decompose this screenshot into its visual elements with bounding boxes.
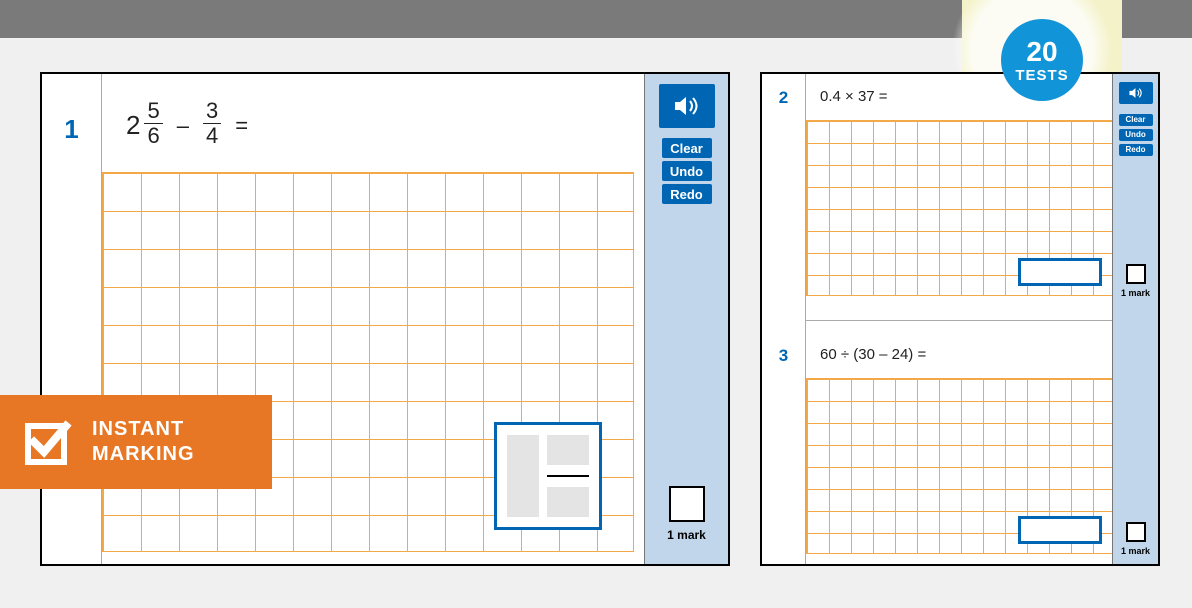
- right-main-column: 0.4 × 37 = 60 ÷ (30 – 24) =: [806, 74, 1112, 564]
- q2-audio-button[interactable]: [1119, 82, 1153, 104]
- q3-mark-box: [1126, 522, 1146, 542]
- redo-button[interactable]: Redo: [662, 184, 712, 204]
- question-panel-2-3: 2 3 0.4 × 37 = 60 ÷ (30 – 24) = Clear Un…: [760, 72, 1160, 566]
- q2-mark-box: [1126, 264, 1146, 284]
- q2-undo-button[interactable]: Undo: [1119, 129, 1153, 141]
- q3-mark-label: 1 mark: [1113, 546, 1158, 556]
- q3-answer-box[interactable]: [1018, 516, 1102, 544]
- q1-mark-label: 1 mark: [645, 528, 728, 542]
- q3-number: 3: [762, 346, 805, 366]
- q1-control-column: Clear Undo Redo 1 mark: [644, 74, 728, 564]
- undo-button[interactable]: Undo: [662, 161, 712, 181]
- q2-expression: 0.4 × 37 =: [820, 88, 888, 105]
- q2-clear-button[interactable]: Clear: [1119, 114, 1153, 126]
- q1-whole: 2: [126, 110, 140, 140]
- q2-mark-label: 1 mark: [1113, 288, 1158, 298]
- instant-marking-text: INSTANT MARKING: [92, 417, 195, 467]
- q3-expression: 60 ÷ (30 – 24) =: [820, 346, 926, 363]
- q2-number: 2: [762, 88, 805, 108]
- q1-frac2: 34: [203, 100, 221, 147]
- instant-marking-badge: INSTANT MARKING: [0, 395, 272, 489]
- audio-button[interactable]: [659, 84, 715, 128]
- speaker-icon: [673, 95, 701, 117]
- q2-answer-box[interactable]: [1018, 258, 1102, 286]
- q1-expression: 256–34 =: [126, 102, 248, 149]
- q1-mark-box: [669, 486, 705, 522]
- q1-answer-fraction-box[interactable]: [494, 422, 602, 530]
- right-control-column: Clear Undo Redo 1 mark 1 mark: [1112, 74, 1158, 564]
- clear-button[interactable]: Clear: [662, 138, 712, 158]
- tests-badge-label: TESTS: [1015, 68, 1068, 83]
- checkmark-box-icon: [24, 418, 72, 466]
- speaker-icon: [1127, 87, 1145, 99]
- q1-frac1: 56: [144, 100, 162, 147]
- q1-number-column: 1: [42, 74, 102, 564]
- tests-badge: 20 TESTS: [1001, 19, 1083, 101]
- q1-number: 1: [42, 114, 101, 145]
- question-panel-1: 1 256–34 = Clear Undo Redo 1 mark: [40, 72, 730, 566]
- tests-badge-number: 20: [1026, 38, 1057, 66]
- q2-q3-divider: [806, 320, 1112, 321]
- q2-redo-button[interactable]: Redo: [1119, 144, 1153, 156]
- right-number-column: 2 3: [762, 74, 806, 564]
- q1-equals: =: [235, 113, 248, 138]
- q1-main-column: 256–34 =: [102, 74, 644, 564]
- q1-operator: –: [177, 113, 189, 138]
